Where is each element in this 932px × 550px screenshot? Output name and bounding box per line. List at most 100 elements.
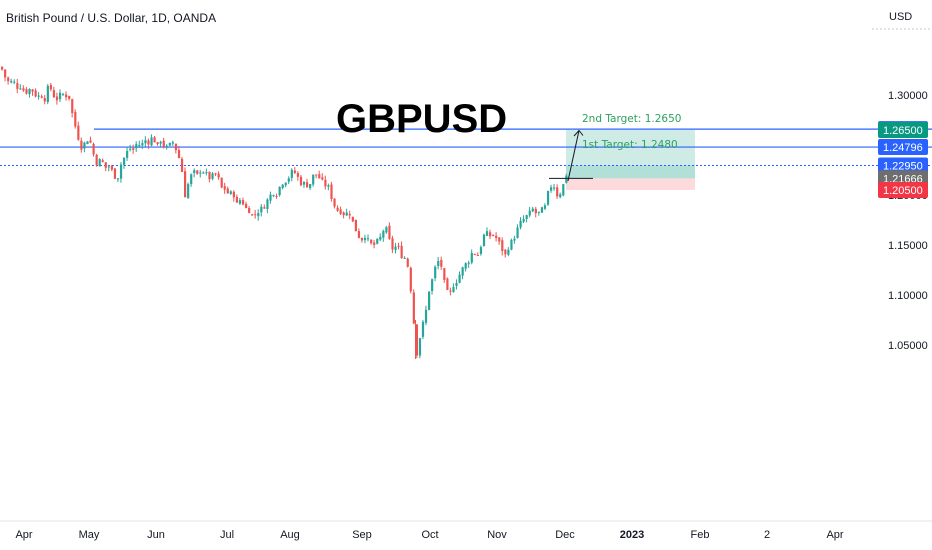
candle-9[interactable] — [28, 88, 31, 98]
stop-zone[interactable] — [566, 178, 695, 190]
candle-20[interactable] — [62, 92, 65, 96]
candle-64[interactable] — [196, 169, 199, 175]
candle-66[interactable] — [202, 171, 205, 174]
candle-91[interactable] — [278, 186, 281, 197]
profit-zone[interactable] — [566, 130, 695, 179]
candle-43[interactable] — [132, 144, 135, 154]
candle-170[interactable] — [519, 217, 522, 230]
candle-61[interactable] — [187, 182, 190, 199]
candle-157[interactable] — [479, 245, 483, 256]
candle-31[interactable] — [95, 153, 98, 167]
candle-42[interactable] — [129, 144, 132, 152]
candle-37[interactable] — [113, 168, 117, 180]
candle-26[interactable] — [80, 137, 83, 153]
candle-62[interactable] — [190, 173, 193, 187]
candle-181[interactable] — [553, 184, 556, 191]
candle-178[interactable] — [543, 203, 547, 211]
candle-58[interactable] — [177, 145, 181, 159]
candle-24[interactable] — [74, 109, 77, 129]
candle-50[interactable] — [153, 135, 156, 143]
position-zones[interactable] — [566, 130, 695, 190]
candle-93[interactable] — [284, 182, 287, 188]
candle-57[interactable] — [174, 143, 178, 154]
candle-161[interactable] — [492, 234, 495, 237]
candle-7[interactable] — [22, 85, 25, 92]
candle-148[interactable] — [452, 283, 455, 293]
candle-100[interactable] — [306, 178, 309, 188]
candle-94[interactable] — [287, 176, 290, 185]
candle-18[interactable] — [55, 92, 59, 105]
candle-154[interactable] — [470, 249, 473, 265]
candle-17[interactable] — [52, 86, 56, 98]
candle-8[interactable] — [25, 87, 28, 95]
candle-179[interactable] — [546, 190, 550, 207]
candle-25[interactable] — [77, 121, 80, 141]
candle-60[interactable] — [184, 167, 187, 198]
candle-11[interactable] — [34, 88, 37, 98]
candle-172[interactable] — [525, 214, 528, 223]
candle-112[interactable] — [342, 211, 345, 219]
candle-174[interactable] — [531, 206, 534, 213]
candle-159[interactable] — [485, 227, 489, 237]
candle-82[interactable] — [251, 213, 254, 217]
candle-106[interactable] — [324, 175, 327, 190]
candle-83[interactable] — [254, 209, 257, 219]
candle-150[interactable] — [458, 271, 461, 284]
candle-79[interactable] — [241, 197, 245, 206]
candle-163[interactable] — [498, 237, 501, 245]
candle-175[interactable] — [534, 206, 537, 218]
candle-92[interactable] — [281, 184, 284, 190]
candles[interactable] — [1, 66, 568, 359]
candle-35[interactable] — [107, 164, 110, 172]
candle-23[interactable] — [71, 98, 74, 118]
candle-40[interactable] — [123, 157, 126, 169]
candle-22[interactable] — [68, 95, 71, 101]
candle-132[interactable] — [403, 256, 406, 260]
candle-84[interactable] — [257, 209, 260, 221]
candle-80[interactable] — [245, 201, 248, 209]
candle-98[interactable] — [299, 174, 303, 187]
candle-19[interactable] — [58, 89, 62, 103]
horizontal-lines[interactable] — [0, 128, 932, 166]
candle-117[interactable] — [357, 228, 361, 239]
candle-33[interactable] — [101, 158, 104, 163]
candle-107[interactable] — [327, 183, 330, 191]
candle-121[interactable] — [370, 239, 373, 245]
candle-165[interactable] — [504, 248, 507, 258]
candle-65[interactable] — [199, 169, 202, 178]
candle-34[interactable] — [104, 162, 107, 172]
candle-122[interactable] — [373, 239, 376, 249]
candle-81[interactable] — [248, 205, 251, 214]
candle-99[interactable] — [302, 181, 306, 188]
candle-30[interactable] — [92, 142, 95, 157]
candle-147[interactable] — [449, 287, 452, 296]
candle-88[interactable] — [269, 191, 272, 204]
candle-48[interactable] — [147, 138, 150, 149]
candle-41[interactable] — [126, 146, 129, 161]
candle-158[interactable] — [482, 233, 486, 247]
candle-38[interactable] — [116, 178, 120, 183]
candle-129[interactable] — [394, 242, 397, 254]
candle-142[interactable] — [434, 265, 437, 282]
candle-49[interactable] — [150, 134, 153, 147]
candle-167[interactable] — [510, 238, 513, 251]
candle-2[interactable] — [7, 76, 10, 85]
candle-1[interactable] — [4, 69, 7, 82]
candle-68[interactable] — [208, 171, 211, 183]
candle-168[interactable] — [513, 235, 516, 244]
candle-75[interactable] — [229, 190, 232, 195]
candle-13[interactable] — [40, 94, 43, 99]
candle-137[interactable] — [418, 337, 422, 359]
candle-164[interactable] — [501, 237, 504, 256]
candle-29[interactable] — [89, 136, 92, 144]
candle-55[interactable] — [168, 142, 171, 147]
candle-4[interactable] — [13, 79, 16, 85]
candle-108[interactable] — [330, 181, 333, 202]
candle-53[interactable] — [162, 137, 165, 149]
candle-153[interactable] — [467, 260, 470, 268]
candle-52[interactable] — [159, 140, 162, 147]
candle-6[interactable] — [19, 84, 22, 90]
candle-149[interactable] — [455, 279, 458, 290]
candle-180[interactable] — [550, 184, 553, 193]
candle-152[interactable] — [464, 262, 467, 272]
